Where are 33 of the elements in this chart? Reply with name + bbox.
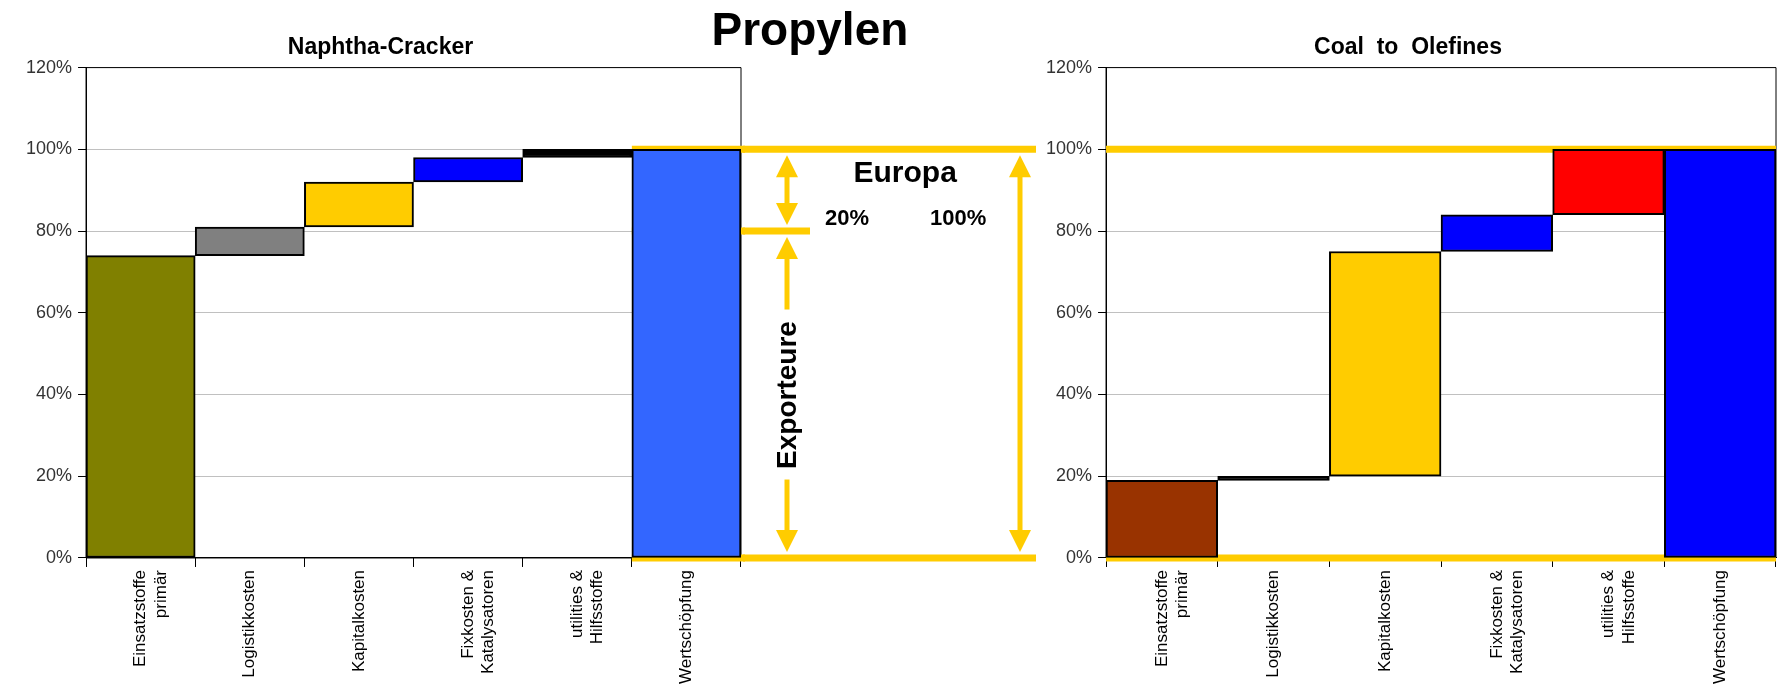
text: Europa [853,155,957,190]
y-tick-label: 120% [1045,56,1093,77]
x-tick-label: utilities & Hilfsstoffe [566,569,607,645]
x-tick-label: Logistikkosten [239,569,259,678]
y-tick-label: 120% [25,56,73,77]
text: 100% [930,205,987,232]
x-tick-label: Einsatzstoffe primär [130,569,170,667]
x-tick-label: Kapitalkosten [348,569,368,673]
y-tick-label: 20% [36,465,73,486]
text: 20% [825,205,870,232]
text: Exporteure [771,320,803,469]
y-tick-label: 100% [1045,138,1093,159]
y-tick-label: 0% [1066,546,1093,567]
y-tick-label: 0% [46,546,73,567]
y-tick-label: 40% [1056,383,1093,404]
x-tick-label: Kapitalkosten [1374,569,1394,673]
x-tick-label: Fixkosten & Katalysatoren [457,569,498,674]
x-tick-label: Wertschöpfung [1709,569,1729,684]
y-tick-label: 60% [1056,301,1093,322]
x-tick-label: Fixkosten & Katalysatoren [1486,569,1526,674]
y-tick-label: 80% [36,220,73,241]
chart-title: Naphtha-Cracker [287,33,474,60]
x-tick-label: Logistikkosten [1263,569,1283,678]
y-tick-label: 100% [25,138,73,159]
y-tick-label: 80% [1056,220,1093,241]
x-tick-label: Wertschöpfung [676,569,696,684]
x-tick-label: utilities & Hilfsstoffe [1598,569,1638,645]
text: Propylen [711,2,909,56]
y-tick-label: 20% [1056,465,1093,486]
x-tick-label: Einsatzstoffe primär [1151,569,1191,667]
y-tick-label: 40% [36,383,73,404]
y-tick-label: 60% [36,301,73,322]
chart-title: Coal to Olefines [1314,33,1502,60]
